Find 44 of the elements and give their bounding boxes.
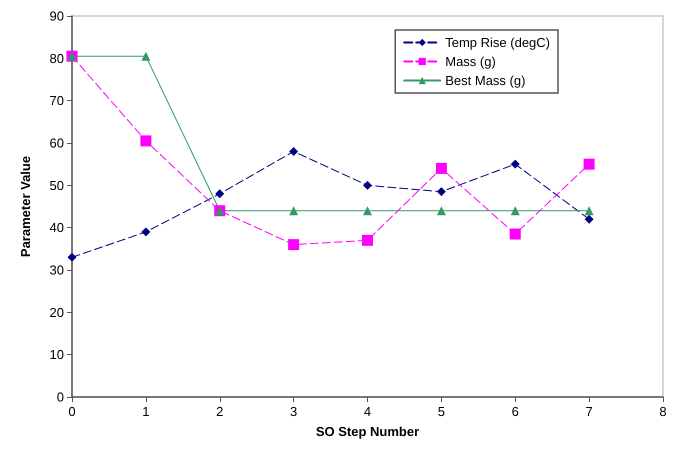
point — [289, 146, 298, 156]
y-tick-label: 70 — [50, 93, 64, 108]
point — [288, 239, 300, 250]
legend-label: Best Mass (g) — [445, 73, 526, 88]
point — [510, 228, 521, 240]
point — [363, 180, 372, 190]
x-tick-label: 8 — [659, 404, 667, 419]
y-tick-label: 40 — [50, 220, 64, 236]
x-tick-label: 4 — [364, 404, 372, 419]
point — [436, 206, 446, 216]
x-tick-label: 1 — [142, 404, 150, 419]
point — [68, 252, 76, 262]
legend-label: Temp Rise (degC) — [445, 35, 550, 50]
point — [140, 135, 152, 146]
x-axis-title: SO Step Number — [316, 424, 420, 439]
y-tick-label: 60 — [50, 136, 64, 150]
y-tick-label: 10 — [50, 347, 64, 362]
point — [363, 206, 372, 216]
legend-label: Mass (g) — [445, 54, 496, 69]
point — [215, 189, 224, 198]
point — [289, 206, 298, 216]
x-tick-label: 5 — [438, 404, 445, 419]
x-tick-label: 3 — [290, 404, 298, 419]
point — [510, 160, 520, 169]
point — [141, 227, 150, 236]
x-tick-label: 2 — [216, 404, 224, 419]
x-tick-label: 6 — [512, 404, 519, 419]
y-tick-label: 90 — [50, 8, 64, 24]
x-tick-label: 7 — [586, 404, 593, 419]
y-tick-label: 50 — [50, 178, 64, 193]
y-tick-label: 20 — [50, 304, 64, 320]
y-tick-label: 30 — [50, 262, 64, 278]
point — [141, 52, 150, 61]
x-tick-label: 0 — [68, 404, 76, 419]
y-axis-title: Parameter Value — [18, 156, 33, 258]
point — [510, 206, 520, 216]
point — [362, 234, 373, 246]
y-tick-label: 0 — [56, 390, 64, 404]
point — [436, 162, 447, 174]
point — [584, 214, 594, 224]
y-tick-label: 80 — [50, 50, 64, 66]
point — [436, 187, 446, 196]
point — [584, 206, 594, 216]
point — [584, 158, 595, 170]
